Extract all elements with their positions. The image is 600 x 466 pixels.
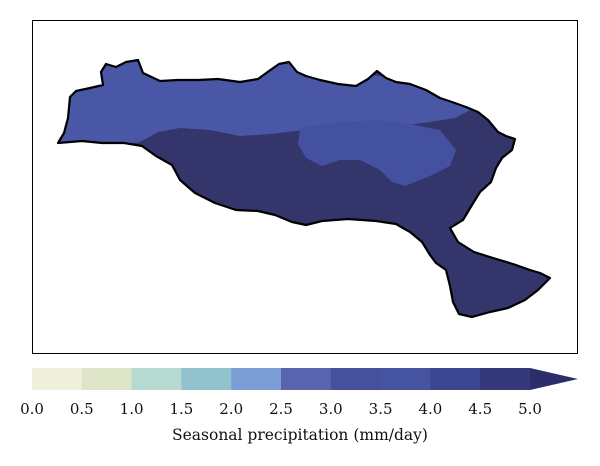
colorbar-segment-8 (430, 368, 481, 390)
colorbar-tick-label: 4.5 (468, 400, 493, 418)
precipitation-west-patch (60, 108, 160, 142)
colorbar-title: Seasonal precipitation (mm/day) (172, 426, 428, 444)
precipitation-central-patch (298, 120, 456, 186)
colorbar-tick-label: 0.5 (69, 400, 94, 418)
colorbar-tick-label: 2.5 (269, 400, 293, 418)
basin-outline (56, 58, 552, 319)
colorbar-tick-label: 4.0 (418, 400, 443, 418)
colorbar-tick-label: 3.0 (318, 400, 343, 418)
colorbar-segment-4 (231, 368, 282, 390)
colorbar-tick-label: 5.0 (518, 400, 542, 418)
colorbar-segment-6 (330, 368, 382, 390)
colorbar-tick-label: 1.0 (119, 400, 144, 418)
colorbar-tick-label: 3.5 (368, 400, 393, 418)
colorbar-tick-label: 2.0 (219, 400, 244, 418)
colorbar-segment-2 (131, 368, 182, 390)
colorbar-segment-9 (480, 368, 531, 390)
colorbar (32, 368, 578, 390)
colorbar-segment-1 (81, 368, 133, 390)
colorbar-segment-7 (380, 368, 431, 390)
colorbar-tick-label: 0.0 (20, 400, 44, 418)
precipitation-field (58, 60, 550, 317)
colorbar-tick-label: 1.5 (169, 400, 194, 418)
colorbar-segment-3 (181, 368, 232, 390)
colorbar-segment-0 (32, 368, 83, 390)
colorbar-segment-5 (281, 368, 332, 390)
colorbar-extend-arrow (530, 368, 578, 390)
